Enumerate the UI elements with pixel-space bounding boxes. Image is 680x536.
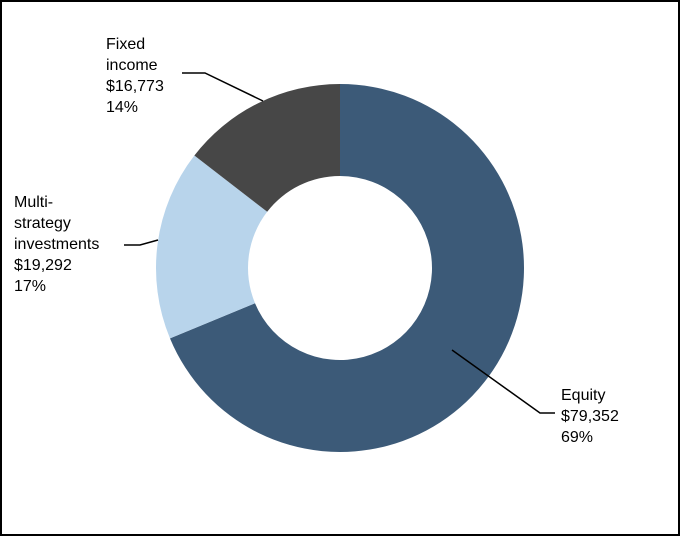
leader-line [182, 72, 264, 102]
slice-value: $79,352 [561, 408, 619, 425]
leader-lines [124, 72, 555, 414]
slice-name-line: Multi- [14, 194, 53, 211]
slice-name-line: investments [14, 236, 99, 253]
slice-percent: 17% [14, 278, 46, 295]
slice-value: $16,773 [106, 78, 164, 95]
slice-name-line: Fixed [106, 36, 145, 53]
data-label: Multi-strategy investments $19,292 17% [14, 194, 99, 295]
leader-line [451, 349, 555, 414]
slice-fixed-income [194, 84, 340, 212]
leader-line [124, 239, 159, 246]
slice-name-line: strategy [14, 215, 71, 232]
slice-name-line: income [106, 57, 158, 74]
slice-name-line: Equity [561, 387, 605, 404]
slice-percent: 69% [561, 429, 593, 446]
slice-value: $19,292 [14, 257, 72, 274]
slice-multi-strategy-investments [156, 155, 268, 339]
data-label: Equity $79,352 69% [561, 387, 619, 446]
slice-equity [169, 84, 525, 452]
slices [156, 84, 525, 452]
slice-percent: 14% [106, 99, 138, 116]
data-label: Fixed income $16,773 14% [106, 36, 164, 116]
slice-labels: Equity $79,352 69% Multi-strategy investment… [14, 36, 619, 446]
